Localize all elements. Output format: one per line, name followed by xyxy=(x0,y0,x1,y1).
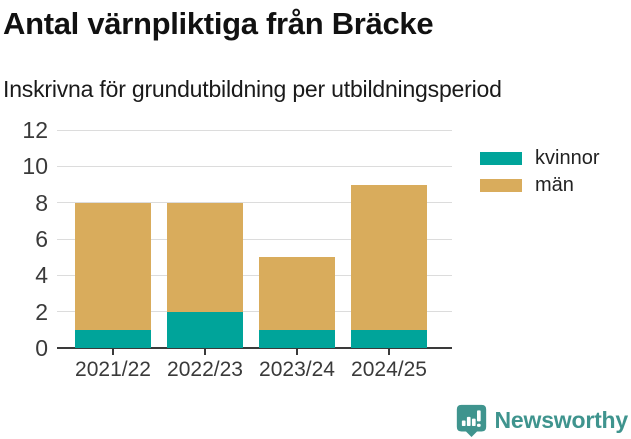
bar-segment-män-2023/24 xyxy=(259,257,335,330)
x-axis-tick xyxy=(204,349,206,355)
legend-label: kvinnor xyxy=(535,146,600,169)
newsworthy-brand-name: Newsworthy xyxy=(494,407,629,433)
chart-subtitle: Inskrivna för grundutbildning per utbild… xyxy=(3,76,502,102)
x-axis-tick xyxy=(388,349,390,355)
newsworthy-logo-icon xyxy=(456,404,486,437)
y-axis-tick-label: 2 xyxy=(35,298,48,325)
legend-item-kvinnor: kvinnor xyxy=(480,146,600,169)
legend-label: män xyxy=(535,173,574,196)
gridline-y-2 xyxy=(57,311,452,313)
x-axis-category-label: 2022/23 xyxy=(167,358,243,381)
gridline-y-6 xyxy=(57,238,452,240)
x-axis-category-label: 2024/25 xyxy=(351,358,427,381)
legend-swatch-kvinnor xyxy=(480,151,522,165)
x-axis-tick xyxy=(296,349,298,355)
bar-segment-kvinnor-2022/23 xyxy=(167,311,243,348)
x-axis-category-label: 2023/24 xyxy=(259,358,335,381)
bar-segment-män-2021/22 xyxy=(75,202,151,330)
gridline-y-10 xyxy=(57,165,452,167)
x-axis-category-label: 2021/22 xyxy=(75,358,151,381)
legend-swatch-män xyxy=(480,178,522,192)
x-axis-line xyxy=(57,347,452,349)
bar-segment-kvinnor-2024/25 xyxy=(351,329,427,348)
y-axis-tick-label: 0 xyxy=(35,335,48,361)
y-axis-tick-label: 4 xyxy=(35,262,48,289)
chart-title: Antal värnpliktiga från Bräcke xyxy=(3,6,434,41)
x-axis-tick xyxy=(112,349,114,355)
bar-segment-kvinnor-2021/22 xyxy=(75,329,151,348)
legend-item-män: män xyxy=(480,173,599,196)
gridline-y-12 xyxy=(57,129,452,131)
bar-segment-män-2024/25 xyxy=(351,184,427,330)
gridline-y-8 xyxy=(57,202,452,204)
y-axis-tick-label: 6 xyxy=(35,226,48,252)
gridline-y-4 xyxy=(57,274,452,276)
y-axis-tick-label: 8 xyxy=(35,189,48,216)
bar-segment-kvinnor-2023/24 xyxy=(259,329,335,348)
y-axis-tick-label: 12 xyxy=(22,117,48,143)
newsworthy-brand-link[interactable]: Newsworthy xyxy=(455,404,628,437)
bar-segment-män-2022/23 xyxy=(167,202,243,312)
y-axis-tick-label: 10 xyxy=(22,153,48,180)
chart-legend: kvinnor män xyxy=(480,146,600,202)
